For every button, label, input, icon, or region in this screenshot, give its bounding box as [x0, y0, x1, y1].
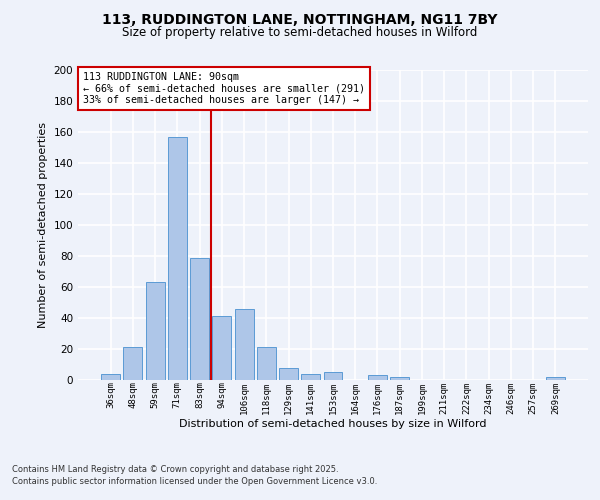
Y-axis label: Number of semi-detached properties: Number of semi-detached properties	[38, 122, 48, 328]
Bar	[235, 308, 254, 380]
Bar	[212, 316, 231, 380]
Bar	[146, 282, 164, 380]
Bar	[323, 372, 343, 380]
Bar	[190, 258, 209, 380]
Bar	[101, 374, 120, 380]
Bar	[301, 374, 320, 380]
Bar	[168, 136, 187, 380]
Bar	[390, 377, 409, 380]
Bar	[368, 376, 387, 380]
Text: Contains HM Land Registry data © Crown copyright and database right 2025.: Contains HM Land Registry data © Crown c…	[12, 466, 338, 474]
Bar	[124, 348, 142, 380]
Text: 113 RUDDINGTON LANE: 90sqm
← 66% of semi-detached houses are smaller (291)
33% o: 113 RUDDINGTON LANE: 90sqm ← 66% of semi…	[83, 72, 365, 105]
Bar	[257, 348, 276, 380]
Text: Size of property relative to semi-detached houses in Wilford: Size of property relative to semi-detach…	[122, 26, 478, 39]
Bar	[546, 377, 565, 380]
X-axis label: Distribution of semi-detached houses by size in Wilford: Distribution of semi-detached houses by …	[179, 419, 487, 429]
Text: Contains public sector information licensed under the Open Government Licence v3: Contains public sector information licen…	[12, 476, 377, 486]
Text: 113, RUDDINGTON LANE, NOTTINGHAM, NG11 7BY: 113, RUDDINGTON LANE, NOTTINGHAM, NG11 7…	[102, 12, 498, 26]
Bar	[279, 368, 298, 380]
